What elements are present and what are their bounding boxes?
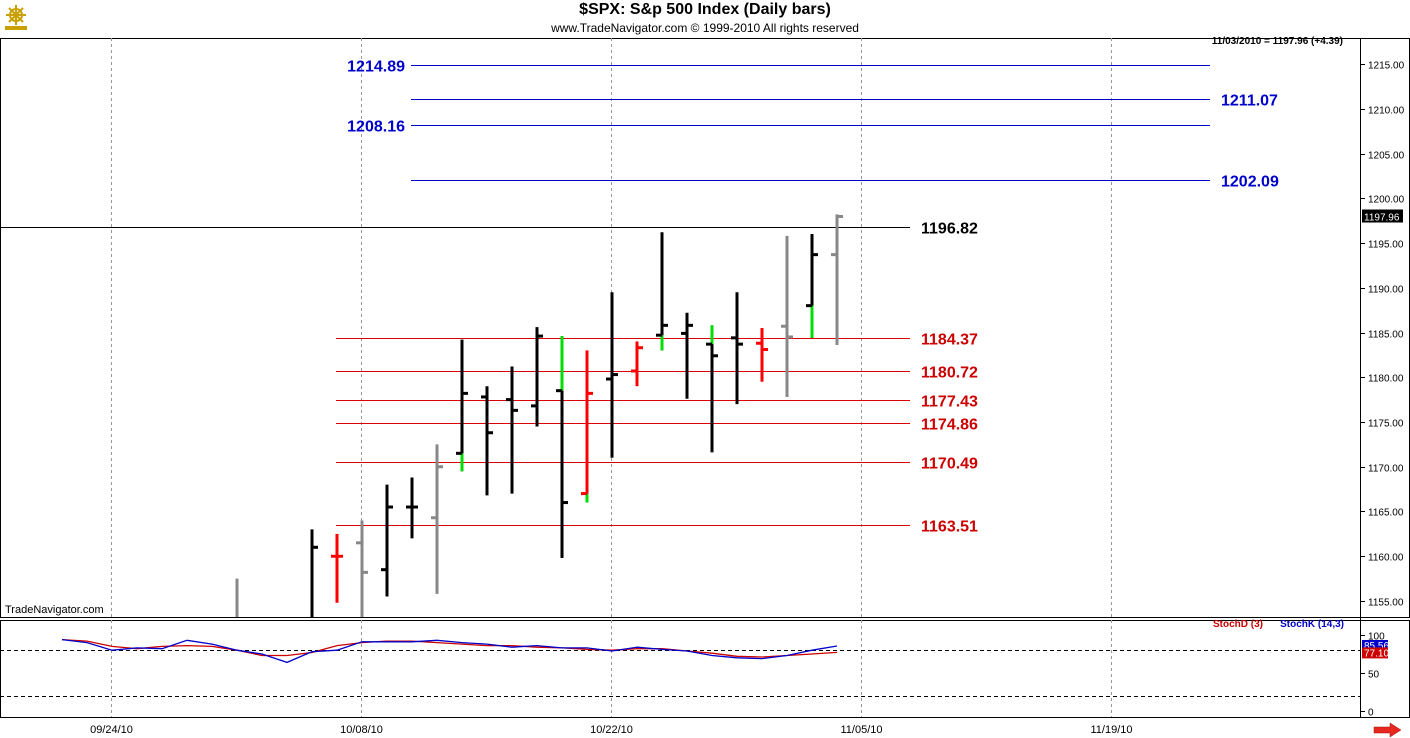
- y-tick-label: 1165.00: [1368, 508, 1404, 519]
- chart-title: $SPX: S&p 500 Index (Daily bars): [579, 1, 831, 18]
- x-tick-label: 11/05/10: [840, 724, 882, 736]
- stoch-y-tick-label: 0: [1368, 708, 1374, 719]
- y-tick-label: 1160.00: [1368, 553, 1404, 564]
- last-price-box: [1362, 209, 1403, 223]
- y-tick-label: 1180.00: [1368, 374, 1404, 385]
- y-tick-label: 1170.00: [1368, 464, 1404, 475]
- y-tick-label: 1215.00: [1368, 61, 1405, 72]
- last-price-label: 1197.96: [1364, 213, 1400, 224]
- level-label-red: 1174.86: [921, 417, 978, 434]
- y-tick-label: 1205.00: [1368, 151, 1405, 162]
- level-label-red: 1184.37: [921, 332, 978, 349]
- stoch-k-line: [61, 638, 838, 664]
- legend-stoch-d: StochD (3): [1213, 619, 1263, 630]
- stoch-d-value-label: 77.10: [1364, 648, 1389, 659]
- x-tick-label: 10/22/10: [590, 724, 633, 736]
- scroll-right-arrow-icon[interactable]: [1372, 723, 1402, 737]
- price-bars: [235, 214, 843, 617]
- stoch-y-tick-label: 100: [1368, 632, 1385, 643]
- level-label-red: 1163.51: [921, 519, 978, 536]
- level-label-black: 1196.82: [921, 221, 978, 238]
- x-tick-label: 09/24/10: [90, 724, 133, 736]
- level-label-red: 1180.72: [921, 365, 978, 382]
- y-tick-label: 1195.00: [1368, 240, 1404, 251]
- watermark: TradeNavigator.com: [5, 604, 104, 616]
- y-tick-label: 1185.00: [1368, 330, 1404, 341]
- stoch-y-tick-label: 50: [1368, 670, 1380, 681]
- y-tick-label: 1190.00: [1368, 285, 1404, 296]
- level-label-blue: 1214.89: [347, 59, 405, 76]
- y-tick-label: 1210.00: [1368, 106, 1405, 117]
- chart-subtitle: www.TradeNavigator.com © 1999-2010 All r…: [551, 21, 859, 35]
- last-price-info: 11/03/2010 = 1197.96 (+4.39): [1211, 36, 1343, 47]
- ship-wheel-logo-icon[interactable]: [3, 2, 29, 32]
- level-label-red: 1170.49: [921, 456, 978, 473]
- y-tick-label: 1200.00: [1368, 195, 1405, 206]
- legend-stoch-k: StochK (14,3): [1280, 619, 1344, 630]
- x-tick-label: 11/19/10: [1090, 724, 1132, 736]
- y-tick-label: 1155.00: [1368, 598, 1404, 609]
- y-tick-label: 1175.00: [1368, 419, 1404, 430]
- stoch-k-value-label: 85.56: [1364, 641, 1389, 652]
- level-label-red: 1177.43: [921, 394, 978, 411]
- stoch-k-value-box: [1362, 639, 1388, 651]
- stoch-panel-frame: [0, 620, 1410, 718]
- stoch-d-line: [61, 638, 838, 658]
- level-label-blue: 1211.07: [1221, 93, 1278, 110]
- stoch-d-value-box: [1362, 647, 1388, 659]
- level-label-blue: 1208.16: [347, 119, 405, 136]
- x-tick-label: 10/08/10: [340, 724, 383, 736]
- level-label-blue: 1202.09: [1221, 174, 1279, 191]
